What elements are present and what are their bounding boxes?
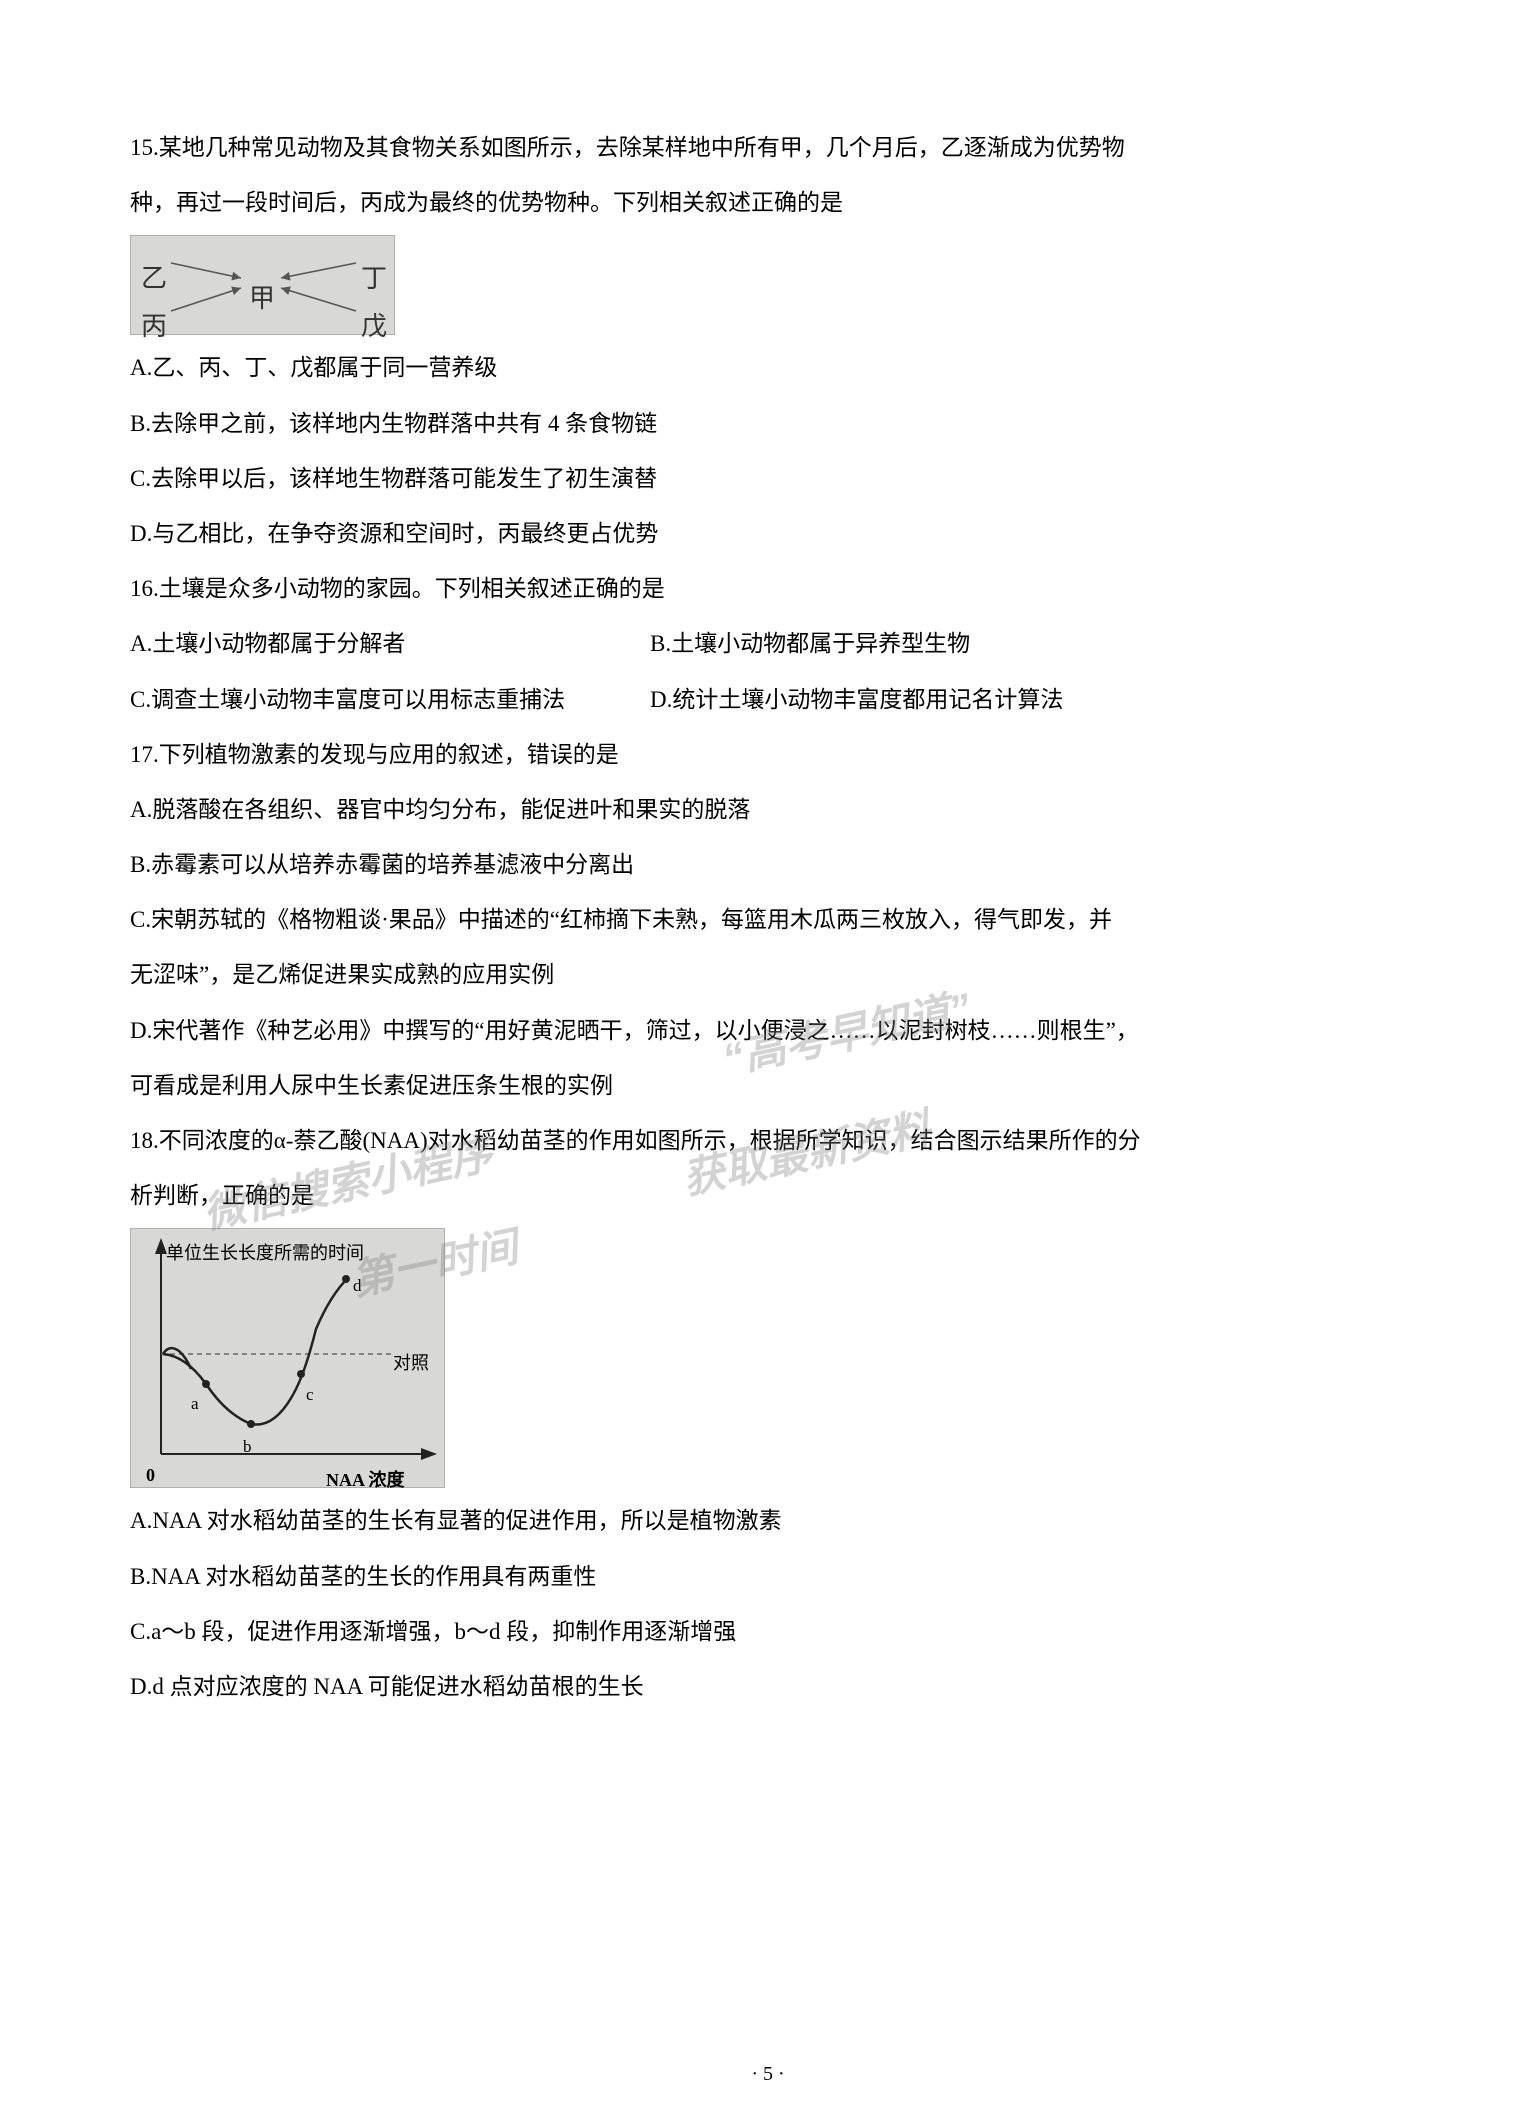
origin-label: 0 (146, 1454, 155, 1497)
q18-optB: B.NAA 对水稻幼苗茎的生长的作用具有两重性 (130, 1549, 1406, 1604)
q16-row2: C.调查土壤小动物丰富度可以用标志重捕法 D.统计土壤小动物丰富度都用记名计算法 (130, 672, 1406, 727)
q15-stem-line1: 15.某地几种常见动物及其食物关系如图所示，去除某样地中所有甲，几个月后，乙逐渐… (130, 120, 1406, 175)
q15-optD: D.与乙相比，在争夺资源和空间时，丙最终更占优势 (130, 506, 1406, 561)
ref-label: 对照 (393, 1342, 429, 1385)
q15-stem-line2: 种，再过一段时间后，丙成为最终的优势物种。下列相关叙述正确的是 (130, 175, 1406, 230)
x-axis-label: NAA 浓度 (326, 1459, 405, 1502)
y-axis-label: 单位生长长度所需的时间 (166, 1232, 364, 1275)
document-content: 15.某地几种常见动物及其食物关系如图所示，去除某样地中所有甲，几个月后，乙逐渐… (130, 120, 1406, 1714)
point-d: d (353, 1266, 362, 1307)
q16-optD: D.统计土壤小动物丰富度都用记名计算法 (650, 672, 1063, 727)
q17-optA: A.脱落酸在各组织、器官中均匀分布，能促进叶和果实的脱落 (130, 782, 1406, 837)
q18-optC: C.a～b 段，促进作用逐渐增强，b～d 段，抑制作用逐渐增强 (130, 1604, 1406, 1659)
q15-optC: C.去除甲以后，该样地生物群落可能发生了初生演替 (130, 451, 1406, 506)
q18-stem-line1: 18.不同浓度的α-萘乙酸(NAA)对水稻幼苗茎的作用如图所示，根据所学知识，结… (130, 1113, 1406, 1168)
q16-optB: B.土壤小动物都属于异养型生物 (650, 616, 970, 671)
q17-optC-line1: C.宋朝苏轼的《格物粗谈·果品》中描述的“红柿摘下未熟，每篮用木瓜两三枚放入，得… (130, 892, 1406, 947)
point-c: c (306, 1375, 314, 1416)
q18-optA: A.NAA 对水稻幼苗茎的生长有显著的促进作用，所以是植物激素 (130, 1493, 1406, 1548)
q18-stem-line2: 析判断，正确的是 (130, 1168, 1406, 1223)
point-b: b (243, 1427, 252, 1468)
point-a: a (191, 1384, 199, 1425)
q16-stem: 16.土壤是众多小动物的家园。下列相关叙述正确的是 (130, 561, 1406, 616)
q17-stem: 17.下列植物激素的发现与应用的叙述，错误的是 (130, 727, 1406, 782)
food-web-diagram: 乙 甲 丁 丙 戊 (130, 235, 395, 335)
q17-optC-line2: 无涩味”，是乙烯促进果实成熟的应用实例 (130, 947, 1406, 1002)
naa-chart: 单位生长长度所需的时间 对照 NAA 浓度 0 a b c d (130, 1228, 445, 1488)
q17-optD-line2: 可看成是利用人尿中生长素促进压条生根的实例 (130, 1058, 1406, 1113)
q16-row1: A.土壤小动物都属于分解者 B.土壤小动物都属于异养型生物 (130, 616, 1406, 671)
q15-optB: B.去除甲之前，该样地内生物群落中共有 4 条食物链 (130, 396, 1406, 451)
q17-optD-line1: D.宋代著作《种艺必用》中撰写的“用好黄泥晒干，筛过，以小便浸之……以泥封树枝…… (130, 1003, 1406, 1058)
q16-optC: C.调查土壤小动物丰富度可以用标志重捕法 (130, 672, 650, 727)
q16-optA: A.土壤小动物都属于分解者 (130, 616, 650, 671)
q17-optB: B.赤霉素可以从培养赤霉菌的培养基滤液中分离出 (130, 837, 1406, 892)
q18-optD: D.d 点对应浓度的 NAA 可能促进水稻幼苗根的生长 (130, 1659, 1406, 1714)
q15-optA: A.乙、丙、丁、戊都属于同一营养级 (130, 340, 1406, 395)
page-number: · 5 · (751, 2063, 784, 2086)
food-web-arrows (131, 236, 396, 336)
